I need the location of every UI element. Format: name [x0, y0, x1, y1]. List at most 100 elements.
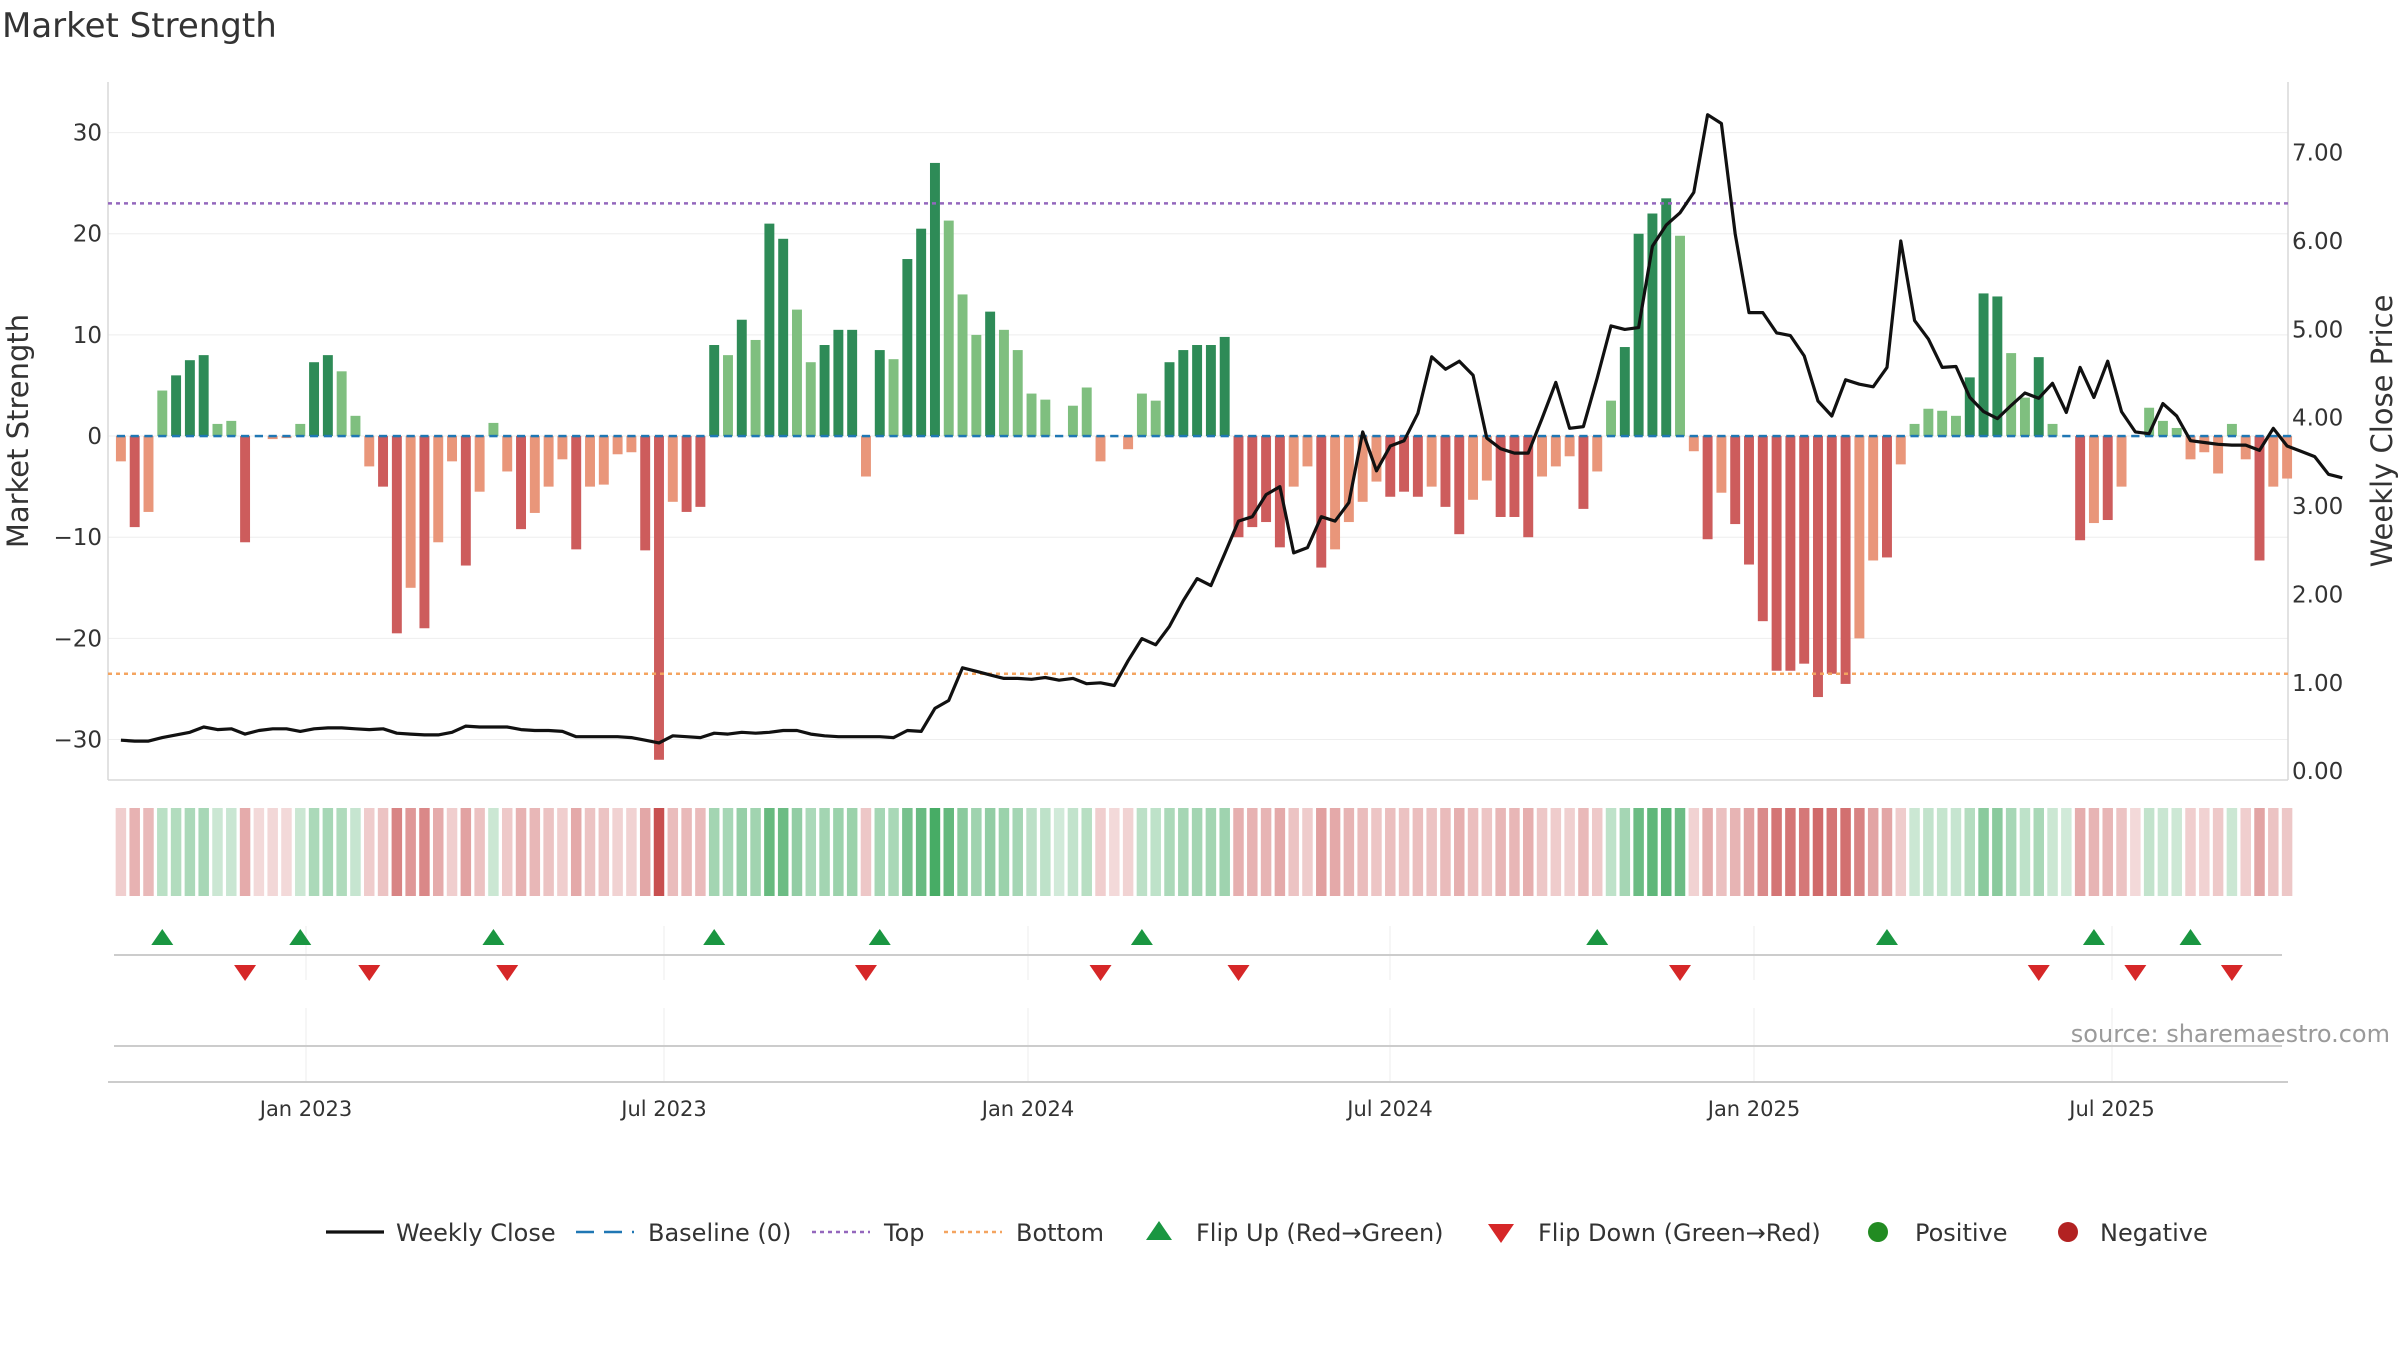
heat-cell — [212, 808, 223, 896]
heat-cell — [750, 808, 761, 896]
strength-bar — [1647, 213, 1658, 437]
y-tick-label: −10 — [53, 525, 102, 551]
legend-label: Baseline (0) — [648, 1219, 791, 1247]
strength-bar — [764, 223, 775, 437]
heat-cell — [639, 808, 651, 896]
y-tick-label: −20 — [53, 626, 102, 652]
strength-bar — [805, 362, 816, 437]
strength-bar — [626, 436, 637, 453]
strength-bar — [833, 329, 844, 437]
strength-bar — [212, 423, 223, 437]
strength-bar — [985, 311, 996, 437]
heat-cell — [1136, 808, 1148, 896]
heat-cell — [405, 808, 416, 896]
heat-cell — [1826, 808, 1838, 896]
y2-tick-label: 3.00 — [2292, 494, 2343, 520]
heat-cell — [281, 808, 292, 896]
legend: Weekly Close Baseline (0) Top Bottom Flip Up… — [326, 1219, 2208, 1247]
heat-cell — [170, 808, 182, 896]
strength-bar — [405, 436, 416, 588]
strength-bar — [184, 360, 195, 437]
heat-cell — [2033, 808, 2044, 896]
strength-bar — [1150, 400, 1161, 437]
strength-bar — [1385, 436, 1396, 497]
strength-bar — [1247, 436, 1258, 528]
legend-swatch-flip-up — [1146, 1221, 1172, 1240]
strength-bar — [1454, 436, 1465, 535]
heat-cell — [2061, 808, 2072, 896]
heat-cell — [391, 808, 403, 896]
heat-cell — [1316, 808, 1327, 896]
heat-cell — [1895, 808, 1907, 896]
heat-cell — [2102, 808, 2113, 896]
strength-bar — [847, 329, 858, 437]
strength-heat-strip — [115, 808, 2293, 896]
heat-cell — [129, 808, 140, 896]
strength-bar — [1399, 436, 1410, 492]
heat-cell — [957, 808, 968, 896]
strength-bar — [1316, 436, 1327, 568]
heat-cell — [1660, 808, 1672, 896]
strength-bar — [778, 238, 789, 437]
strength-bar — [474, 436, 485, 492]
heat-cell — [846, 808, 858, 896]
flip-down-marker — [1227, 965, 1250, 981]
heat-cell — [143, 808, 154, 896]
strength-bar — [2019, 397, 2030, 437]
heat-cell — [1771, 808, 1782, 896]
heat-cell — [1247, 808, 1258, 896]
strength-bar — [1426, 436, 1437, 487]
strength-bar — [1716, 436, 1727, 493]
date-tick-label: Jul 2024 — [1345, 1097, 1432, 1121]
strength-bar — [860, 436, 871, 477]
heat-cell — [529, 808, 541, 896]
heat-cell — [2268, 808, 2279, 896]
strength-bar — [2116, 436, 2127, 487]
strength-bar — [460, 436, 471, 566]
strength-bar — [2213, 436, 2224, 474]
heat-cell — [1633, 808, 1644, 896]
strength-bar — [1261, 436, 1272, 523]
strength-bar — [1164, 362, 1175, 437]
heat-cell — [598, 808, 610, 896]
heat-cell — [1936, 808, 1948, 896]
legend-swatch-positive — [1868, 1222, 1888, 1242]
heat-cell — [474, 808, 485, 896]
heat-cell — [1729, 808, 1741, 896]
heat-cell — [1647, 808, 1658, 896]
heat-cell — [764, 808, 775, 896]
strength-bar — [378, 436, 389, 487]
heat-cell — [1923, 808, 1934, 896]
heat-cell — [1716, 808, 1727, 896]
strength-bar — [1205, 345, 1216, 437]
strength-bar — [1302, 436, 1313, 467]
strength-bar — [1964, 377, 1975, 437]
legend-label: Negative — [2100, 1219, 2208, 1247]
strength-bar — [1992, 296, 2003, 437]
strength-bar — [598, 436, 609, 485]
strength-bar — [1357, 436, 1368, 502]
heat-cell — [1674, 808, 1686, 896]
heat-cell — [874, 808, 886, 896]
heat-cell — [515, 808, 527, 896]
heat-cell — [1909, 808, 1920, 896]
heat-cell — [1854, 808, 1865, 896]
strength-bar — [681, 436, 692, 512]
legend-label: Flip Down (Green→Red) — [1538, 1219, 1821, 1247]
y2-tick-label: 2.00 — [2292, 582, 2343, 608]
strength-bar — [391, 436, 402, 634]
heat-cell — [1454, 808, 1465, 896]
strength-bar — [1950, 415, 1961, 437]
heat-cell — [929, 808, 941, 896]
flip-down-marker — [1669, 965, 1692, 981]
heat-cell — [1122, 808, 1134, 896]
strength-bar — [529, 436, 540, 513]
heat-cell — [2281, 808, 2293, 896]
heat-cell — [322, 808, 334, 896]
heat-cell — [1343, 808, 1355, 896]
heat-cell — [2005, 808, 2017, 896]
heat-cell — [1688, 808, 1700, 896]
heat-cell — [1564, 808, 1575, 896]
heat-cell — [1302, 808, 1313, 896]
strength-bar — [1495, 436, 1506, 517]
